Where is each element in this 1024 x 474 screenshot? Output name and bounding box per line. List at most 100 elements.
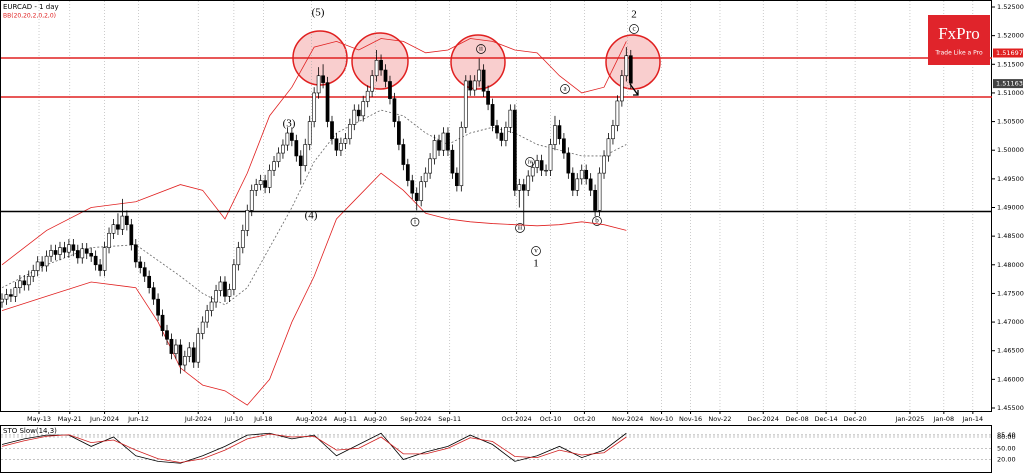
candle-body	[562, 138, 566, 154]
candle-body	[49, 250, 53, 257]
wave-label: (3)	[283, 118, 296, 130]
stoch-tick-label: 80.00	[997, 433, 1016, 441]
wave-label: ii	[479, 45, 483, 53]
y-tick-label: 1.48000	[997, 261, 1024, 269]
band-line	[1, 38, 627, 266]
candle-body	[414, 192, 419, 201]
stoch-tick-label: 85.40	[997, 431, 1016, 439]
price-label-box	[993, 48, 1023, 58]
candle-body	[606, 138, 611, 157]
candle-body	[40, 261, 44, 267]
candle-body	[539, 160, 544, 171]
candle-body	[321, 75, 325, 83]
candle-body	[191, 347, 196, 363]
candle-body	[312, 92, 317, 122]
candle-body	[263, 180, 267, 188]
wave-label: i	[414, 218, 416, 226]
candle-body	[410, 180, 415, 194]
x-tick-label: Nov-22	[708, 415, 731, 423]
candle-body	[0, 298, 4, 303]
candle-body	[575, 178, 580, 191]
candle-body	[26, 275, 31, 286]
candle-body	[285, 132, 290, 146]
x-tick-label: Nov-2024	[612, 415, 643, 423]
wave-label: iii	[517, 225, 522, 231]
wave-label: 1	[533, 258, 539, 270]
candle-body	[9, 294, 13, 297]
wave-label: (5)	[312, 7, 325, 19]
candle-body	[330, 121, 334, 140]
candle-body	[495, 125, 499, 134]
candle-body	[579, 169, 584, 180]
candle-body	[93, 255, 98, 266]
stoch-frame	[0, 425, 992, 473]
stoch-title: STO Slow(14,3)	[3, 427, 57, 435]
x-tick-label: Dec-08	[786, 415, 809, 423]
candle-body	[307, 121, 312, 145]
candle-body	[521, 184, 526, 191]
candle-body	[120, 215, 125, 230]
wave-label: b	[595, 217, 599, 225]
y-tick-label: 1.47000	[997, 318, 1024, 326]
x-tick-label: Dec-2024	[747, 415, 778, 423]
chart-title: EURCAD - 1 day	[3, 3, 59, 11]
label-ring	[629, 24, 639, 34]
candle-body	[419, 181, 424, 201]
candle-body	[477, 69, 482, 82]
label-ring	[410, 217, 420, 227]
candle-body	[343, 138, 348, 144]
candle-body	[35, 261, 40, 271]
candle-body	[129, 224, 134, 246]
y-tick-label: 1.51000	[997, 89, 1024, 97]
candle-body	[272, 161, 276, 171]
y-tick-label: 1.46000	[997, 375, 1024, 383]
candle-body	[196, 333, 201, 363]
x-tick-label: Aug-20	[364, 415, 387, 423]
annotations: (5) (3) (4) i ii iii iv v 1 a b c 2	[283, 7, 639, 270]
candle-body	[392, 98, 397, 122]
stoch-tick-label: 50.00	[997, 444, 1016, 452]
candle-body	[512, 109, 517, 191]
candle-body	[347, 124, 352, 140]
candle-body	[441, 132, 446, 151]
candle-body	[174, 344, 178, 354]
candle-body	[383, 69, 388, 82]
candle-body	[624, 55, 629, 77]
candle-body	[138, 261, 143, 268]
candle-body	[98, 264, 102, 271]
candle-body	[570, 172, 575, 191]
label-ring	[592, 216, 602, 226]
logo-subtitle: Trade Like a Pro	[934, 50, 983, 57]
candle-body	[156, 298, 160, 316]
candle-body	[361, 101, 366, 117]
x-tick-label: May-13	[27, 415, 51, 423]
indicator-label: BB(20,20,2,0,2,0)	[3, 13, 56, 20]
x-tick-label: Jun-2024	[89, 415, 119, 423]
candle-body	[245, 210, 250, 231]
candle-body	[325, 82, 330, 122]
candle-body	[44, 255, 49, 267]
candle-body	[75, 250, 80, 259]
y-tick-label: 1.52000	[997, 32, 1024, 40]
candle-body	[397, 121, 401, 145]
candle-body	[553, 125, 557, 145]
label-ring	[560, 84, 570, 94]
arrow	[629, 83, 639, 96]
y-tick-label: 1.47500	[997, 289, 1024, 297]
candle-body	[557, 125, 562, 140]
candle-body	[401, 144, 406, 165]
x-tick-label: Dec-14	[815, 415, 838, 423]
logo: FxPro Trade Like a Pro	[928, 15, 990, 65]
label-ring	[515, 223, 525, 233]
candle-body	[17, 280, 22, 288]
candle-body	[530, 167, 535, 177]
candle-body	[432, 140, 437, 160]
y-tick-label: 1.51500	[997, 60, 1024, 68]
candle-body	[455, 172, 459, 187]
wave-label: a	[563, 85, 567, 93]
x-tick-label: Jul-18	[253, 415, 272, 423]
stoch-line	[1, 432, 627, 464]
candle-body	[339, 143, 343, 151]
wave-label: iv	[528, 159, 533, 165]
